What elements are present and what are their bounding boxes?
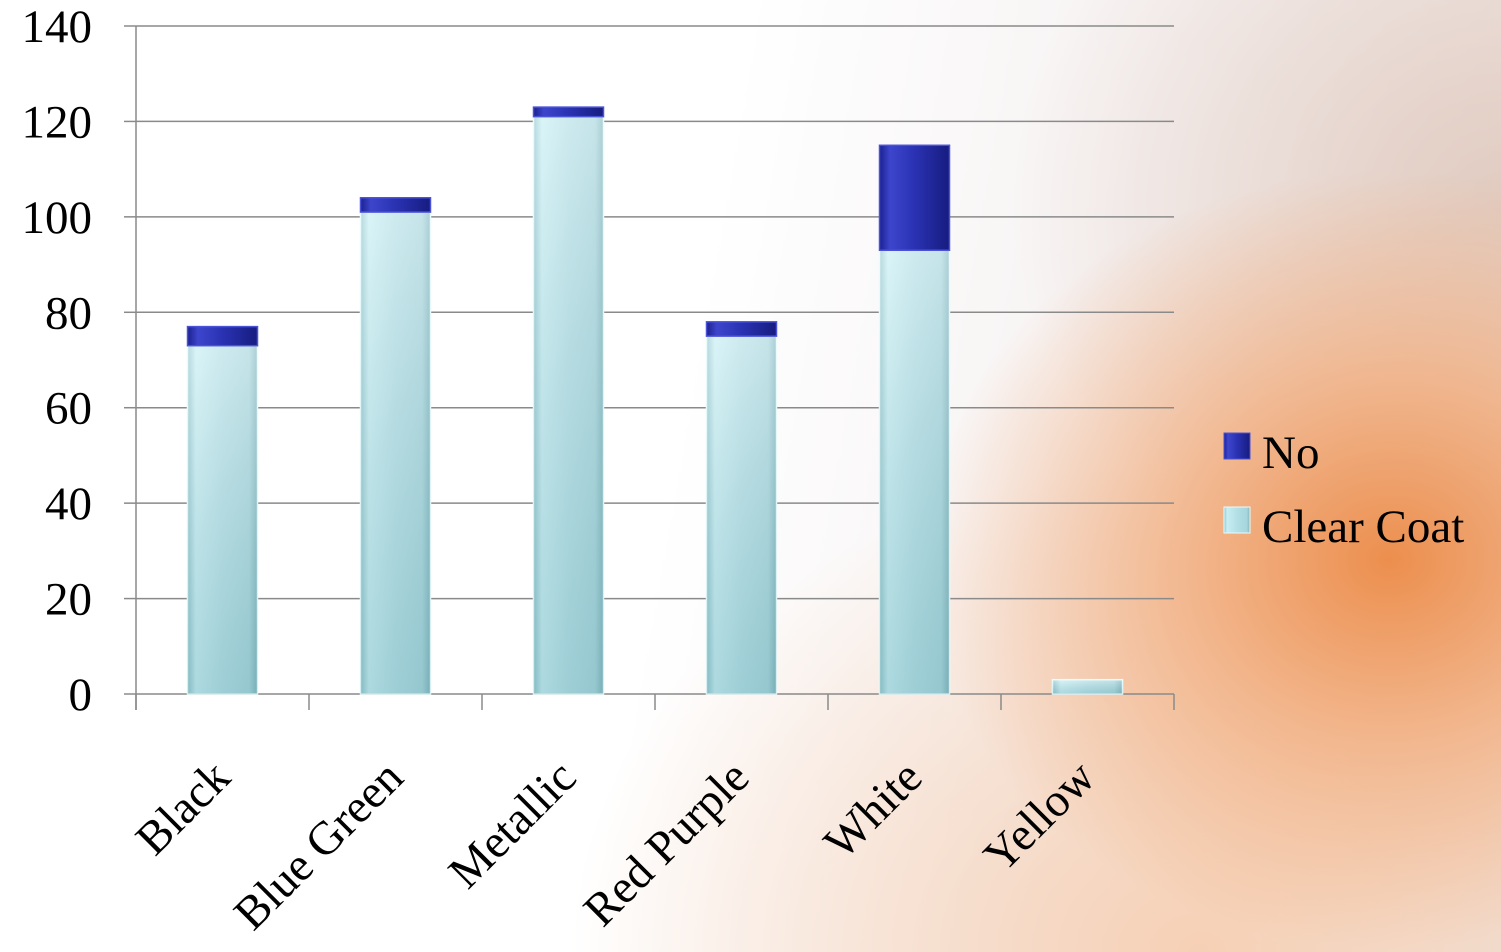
gridlines bbox=[136, 25, 1174, 600]
bar-no-blue-green bbox=[359, 197, 432, 213]
x-category-label: Red Purple bbox=[574, 751, 759, 936]
bar-no-black bbox=[186, 325, 259, 347]
legend: No Clear Coat bbox=[1223, 427, 1464, 553]
y-tick-label: 120 bbox=[22, 96, 93, 148]
x-category-label: White bbox=[814, 751, 932, 869]
x-category-label: Metallic bbox=[439, 751, 587, 899]
axes bbox=[124, 25, 1175, 710]
legend-label-clear-coat: Clear Coat bbox=[1262, 501, 1464, 553]
y-tick-label: 80 bbox=[45, 287, 92, 339]
y-tick-label: 140 bbox=[22, 1, 93, 53]
bar-no-metallic bbox=[532, 106, 605, 118]
bar-no-red-purple bbox=[705, 321, 778, 337]
bar-shading bbox=[533, 116, 604, 694]
y-axis-tick-labels: 0 20 40 60 80 100 120 140 bbox=[22, 1, 93, 721]
x-category-label: Blue Green bbox=[224, 751, 413, 940]
legend-swatch-no bbox=[1223, 432, 1251, 460]
bar-shading bbox=[879, 250, 950, 694]
bar-shading bbox=[187, 345, 258, 694]
bar-shading bbox=[360, 212, 431, 695]
y-tick-label: 40 bbox=[45, 478, 92, 530]
x-category-label: Black bbox=[126, 751, 241, 866]
y-tick-label: 0 bbox=[69, 669, 93, 721]
bar-shading bbox=[1052, 679, 1123, 694]
y-tick-label: 20 bbox=[45, 574, 92, 626]
y-tick-label: 100 bbox=[22, 192, 93, 244]
bar-no-white bbox=[878, 144, 951, 252]
y-tick-label: 60 bbox=[45, 383, 92, 435]
bars bbox=[186, 106, 1124, 695]
x-category-label: Yellow bbox=[974, 751, 1105, 882]
legend-swatch-clear-coat bbox=[1223, 506, 1251, 534]
bar-shading bbox=[706, 336, 777, 694]
legend-label-no: No bbox=[1262, 427, 1319, 479]
